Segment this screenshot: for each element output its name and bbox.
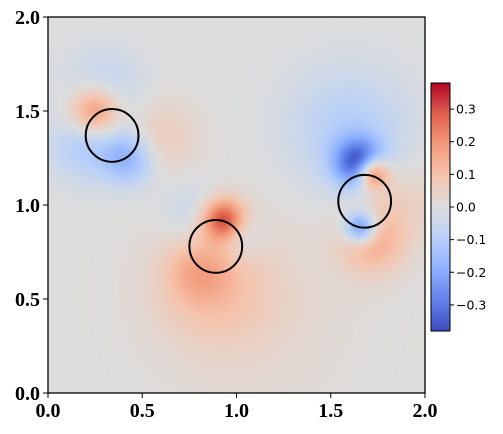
circle-outline-1 [84,108,140,163]
x-tick-label: 1.5 [318,400,343,422]
colorbar-tick-label: 0.3 [456,102,476,117]
y-tick-label: 1.5 [15,101,40,123]
colorbar-ticks: 0.3 0.2 0.1 0.0 −0.1 −0.2 −0.3 [450,102,486,312]
colorbar-tick-label: −0.3 [456,297,486,312]
x-tick-label: 1.0 [224,400,249,422]
circle-outline-3 [337,173,393,229]
y-tick-label: 0.0 [15,383,40,405]
colorbar-gradient [431,83,450,331]
y-tick-label: 2.0 [15,7,40,29]
heatmap-field [48,17,425,393]
colorbar-tick-label: 0.0 [456,200,476,215]
y-tick-label: 1.0 [15,195,40,217]
x-tick-label: 0.0 [36,400,61,422]
x-tick-label: 0.5 [130,400,155,422]
y-tick-label: 0.5 [15,289,40,311]
colorbar-tick-label: −0.1 [456,232,486,247]
colorbar: 0.3 0.2 0.1 0.0 −0.1 −0.2 −0.3 [430,82,486,332]
colorbar-tick-label: 0.2 [456,134,476,149]
circle-outline-2 [188,218,244,274]
colorbar-tick-label: −0.2 [456,265,486,280]
plot-area [47,16,426,394]
circle-outlines [84,108,393,274]
x-axis: 0.0 0.5 1.0 1.5 2.0 [36,393,438,422]
y-axis: 0.0 0.5 1.0 1.5 2.0 [15,7,48,405]
colorbar-tick-label: 0.1 [456,167,476,182]
x-tick-label: 2.0 [413,400,438,422]
